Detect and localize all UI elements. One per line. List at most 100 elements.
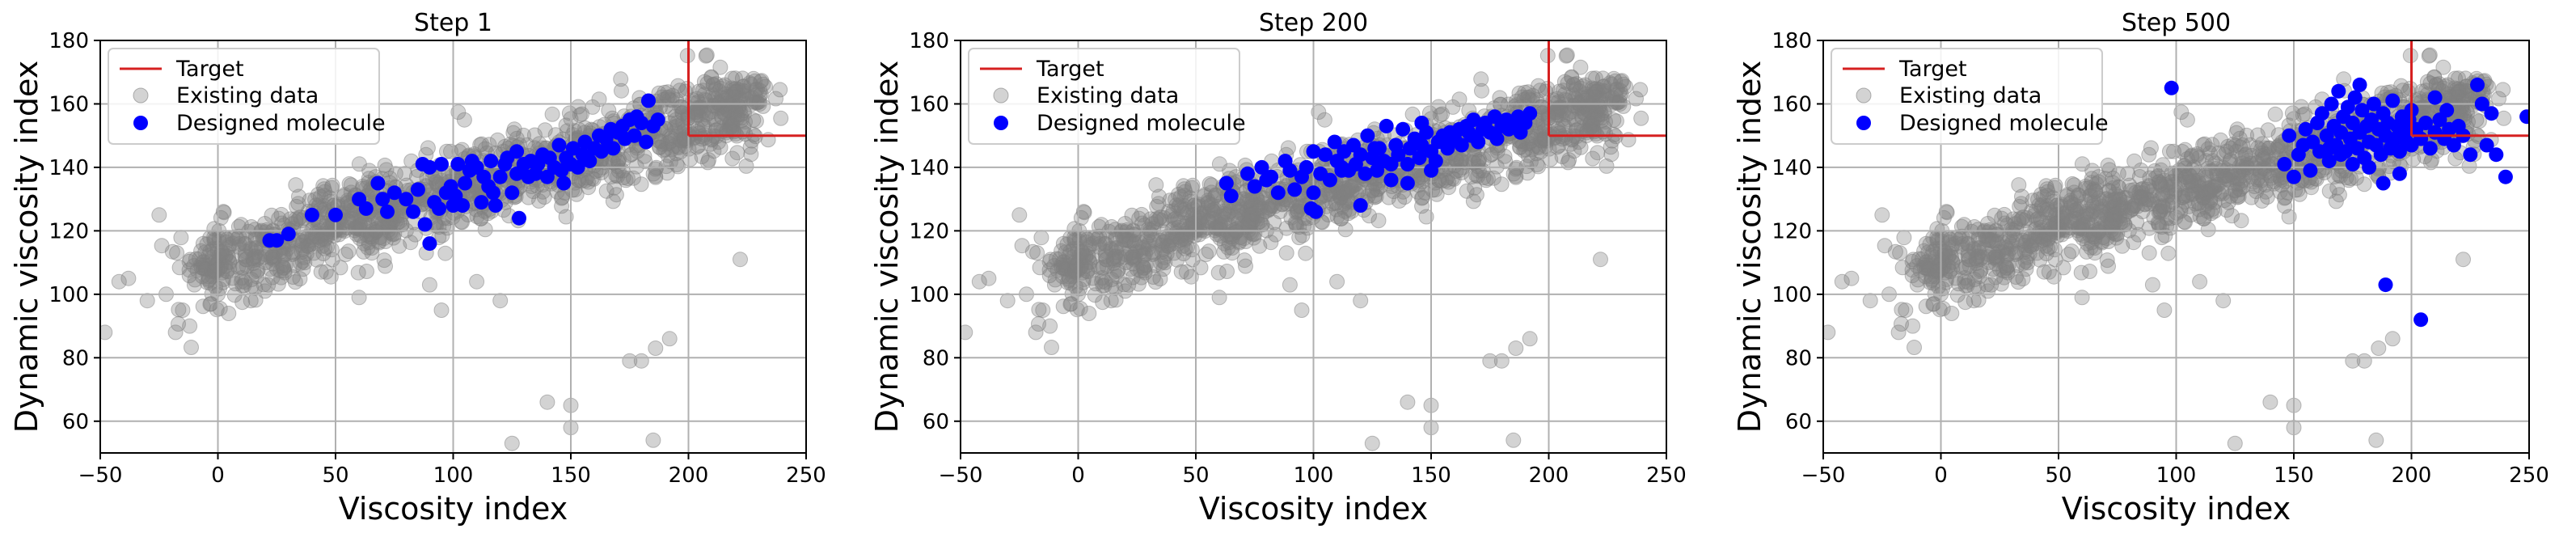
designed-molecule-point [1442, 134, 1458, 150]
existing-data-point [2219, 202, 2235, 218]
existing-data-point [1921, 261, 1937, 277]
existing-data-point [743, 146, 759, 163]
designed-molecule-point [2287, 169, 2301, 184]
existing-data-point [1031, 302, 1047, 318]
existing-data-point [699, 47, 715, 63]
designed-molecule-point [2422, 141, 2438, 156]
existing-data-point [376, 252, 392, 269]
existing-data-point [2093, 204, 2109, 220]
designed-molecule-point [484, 154, 499, 169]
existing-data-point [1329, 273, 1345, 290]
existing-data-point [1137, 217, 1153, 233]
existing-data-point [2198, 167, 2214, 183]
existing-data-point [2101, 234, 2117, 249]
designed-molecule-point [2489, 147, 2504, 163]
designed-molecule-point [2277, 157, 2292, 171]
designed-molecule-point [2362, 159, 2377, 175]
existing-data-point [1108, 231, 1124, 248]
existing-data-point [356, 243, 372, 260]
existing-data-point [1311, 104, 1327, 121]
existing-data-point [209, 302, 225, 318]
chart-title: Step 1 [414, 9, 492, 37]
existing-data-point [1874, 207, 1890, 223]
y-tick-label: 160 [909, 92, 949, 116]
existing-data-point [1594, 112, 1610, 129]
existing-data-point [2155, 199, 2171, 215]
existing-data-point [1593, 252, 1608, 268]
existing-data-point [613, 71, 629, 87]
existing-data-point [1126, 235, 1142, 252]
existing-data-point [1208, 188, 1224, 204]
existing-data-point [1492, 90, 1508, 106]
existing-data-point [2173, 104, 2190, 121]
existing-data-point [1178, 264, 1194, 280]
existing-data-point [669, 157, 685, 172]
existing-data-point [490, 132, 505, 148]
designed-molecule-point [2321, 141, 2337, 156]
designed-molecule-point [269, 233, 285, 248]
existing-data-point [1414, 190, 1429, 206]
y-tick-label: 180 [1772, 29, 1812, 53]
existing-data-point [661, 331, 678, 347]
existing-data-point [1566, 143, 1582, 159]
existing-data-point [1986, 250, 2002, 266]
designed-molecule-point [380, 204, 395, 219]
y-tick-label: 80 [62, 346, 89, 370]
existing-data-point [1041, 262, 1058, 278]
existing-data-point [1061, 271, 1077, 287]
designed-molecule-point [2413, 312, 2429, 328]
existing-data-point [2174, 144, 2190, 159]
existing-data-point [2234, 155, 2250, 171]
existing-data-point [2014, 188, 2029, 205]
existing-data-point [1176, 246, 1192, 261]
existing-data-point [2179, 112, 2195, 128]
existing-data-point [648, 341, 664, 356]
legend-existing-swatch [993, 87, 1009, 104]
existing-data-point [697, 91, 713, 108]
existing-data-point [289, 198, 305, 214]
existing-data-point [999, 293, 1016, 309]
y-tick-label: 160 [49, 92, 89, 116]
designed-molecule-point [1264, 169, 1279, 184]
existing-data-point [201, 271, 217, 287]
legend-target-label: Target [175, 57, 244, 82]
y-tick-label: 80 [1785, 346, 1812, 370]
existing-data-point [1224, 245, 1240, 261]
existing-data-point [2180, 187, 2196, 203]
y-tick-label: 100 [49, 283, 89, 307]
existing-data-point [737, 126, 754, 142]
existing-data-point [729, 145, 745, 161]
existing-data-point [2039, 181, 2055, 197]
existing-data-point [2224, 208, 2240, 224]
designed-molecule-point [2385, 93, 2401, 108]
existing-data-point [1909, 277, 1925, 293]
existing-data-point [247, 292, 264, 308]
existing-data-point [2091, 174, 2107, 190]
existing-data-point [1999, 260, 2015, 276]
existing-data-point [2229, 176, 2245, 192]
existing-data-point [1483, 147, 1499, 163]
existing-data-point [139, 293, 155, 309]
existing-data-point [296, 249, 312, 265]
existing-data-point [1448, 150, 1464, 167]
existing-data-point [2071, 188, 2087, 204]
existing-data-point [1924, 271, 1940, 287]
designed-molecule-point [2418, 116, 2433, 130]
existing-data-point [1529, 157, 1545, 172]
existing-data-point [2277, 190, 2292, 206]
designed-molecule-point [2474, 96, 2489, 112]
existing-data-point [728, 83, 744, 99]
existing-data-point [1400, 394, 1416, 410]
legend-existing-swatch [133, 87, 149, 104]
target-region [1548, 40, 1666, 138]
existing-data-point [1904, 268, 1920, 284]
designed-molecule-point [1489, 131, 1505, 146]
existing-data-point [2356, 353, 2372, 369]
existing-data-point [1210, 264, 1227, 281]
existing-data-point [2249, 171, 2266, 188]
existing-data-point [340, 243, 357, 260]
existing-data-point [1938, 204, 1954, 220]
existing-data-point [1182, 190, 1198, 206]
existing-data-point [625, 170, 641, 186]
